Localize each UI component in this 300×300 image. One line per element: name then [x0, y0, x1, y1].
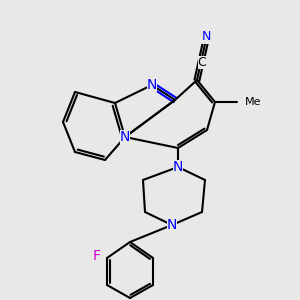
Text: N: N — [173, 160, 183, 174]
Text: F: F — [93, 249, 101, 263]
Text: N: N — [201, 31, 211, 44]
Text: N: N — [147, 78, 157, 92]
Text: Me: Me — [245, 97, 262, 107]
Text: N: N — [167, 218, 177, 232]
Text: C: C — [198, 56, 206, 68]
Text: N: N — [120, 130, 130, 144]
